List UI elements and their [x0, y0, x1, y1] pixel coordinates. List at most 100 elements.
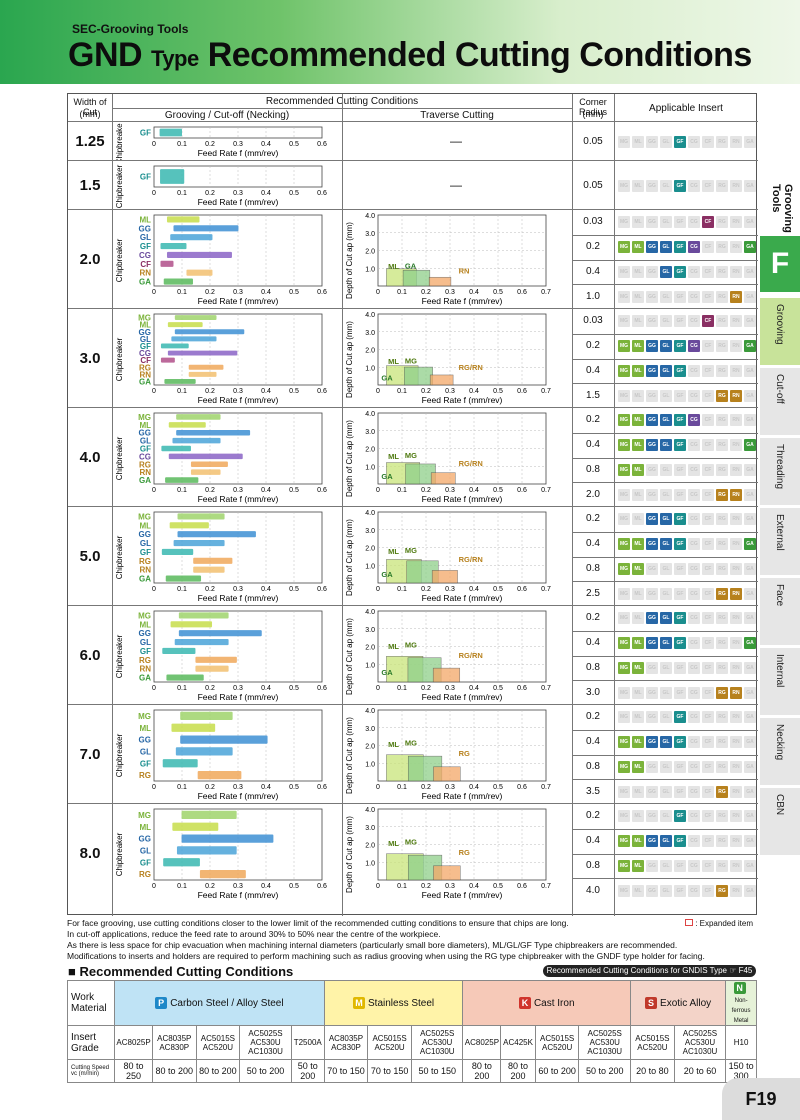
- insert-chip-gf[interactable]: GF: [674, 612, 686, 625]
- insert-chip-mg[interactable]: MG: [618, 835, 630, 848]
- tab-grooving[interactable]: Grooving: [760, 298, 800, 366]
- insert-chip-gf[interactable]: GF: [674, 364, 686, 377]
- insert-chip-gg[interactable]: GG: [646, 340, 658, 353]
- tab-necking[interactable]: Necking: [760, 718, 800, 786]
- insert-chip-ga[interactable]: GA: [744, 637, 756, 650]
- insert-chip-gg[interactable]: GG: [646, 364, 658, 377]
- insert-chip-gl[interactable]: GL: [660, 835, 672, 848]
- insert-chip-gf[interactable]: GF: [674, 810, 686, 823]
- insert-chip-ml[interactable]: ML: [632, 463, 644, 476]
- insert-chip-ml[interactable]: ML: [632, 835, 644, 848]
- insert-chip-gf[interactable]: GF: [674, 179, 686, 192]
- insert-chip-ml[interactable]: ML: [632, 562, 644, 575]
- insert-chip-gl[interactable]: GL: [660, 637, 672, 650]
- insert-chip-gf[interactable]: GF: [674, 711, 686, 724]
- insert-chip-gl[interactable]: GL: [660, 241, 672, 254]
- insert-chip-ml[interactable]: ML: [632, 340, 644, 353]
- insert-chip-rn[interactable]: RN: [730, 587, 742, 600]
- insert-chip-ml[interactable]: ML: [632, 538, 644, 551]
- insert-chip-mg[interactable]: MG: [618, 241, 630, 254]
- insert-chip-mg[interactable]: MG: [618, 760, 630, 773]
- insert-chip-gl[interactable]: GL: [660, 513, 672, 526]
- insert-chip-rg[interactable]: RG: [716, 884, 728, 897]
- insert-chip-gl[interactable]: GL: [660, 736, 672, 749]
- insert-chip-ml[interactable]: ML: [632, 859, 644, 872]
- insert-chip-ga[interactable]: GA: [744, 340, 756, 353]
- insert-chip-rg[interactable]: RG: [716, 785, 728, 798]
- insert-chip-gg[interactable]: GG: [646, 414, 658, 427]
- insert-chip-gl[interactable]: GL: [660, 340, 672, 353]
- tab-cut-off[interactable]: Cut-off: [760, 368, 800, 436]
- insert-chip-mg[interactable]: MG: [618, 562, 630, 575]
- insert-chip-gf[interactable]: GF: [674, 265, 686, 278]
- insert-chip-gg[interactable]: GG: [646, 513, 658, 526]
- insert-chip-rn[interactable]: RN: [730, 686, 742, 699]
- insert-chip-rg[interactable]: RG: [716, 587, 728, 600]
- insert-chip-ml[interactable]: ML: [632, 760, 644, 773]
- insert-chip-mg[interactable]: MG: [618, 637, 630, 650]
- insert-chip-gl[interactable]: GL: [660, 538, 672, 551]
- insert-chip-gg[interactable]: GG: [646, 538, 658, 551]
- insert-chip-mg[interactable]: MG: [618, 364, 630, 377]
- insert-chip-ml[interactable]: ML: [632, 637, 644, 650]
- insert-chip-mg[interactable]: MG: [618, 736, 630, 749]
- insert-chip-rn[interactable]: RN: [730, 488, 742, 501]
- insert-chip-gf[interactable]: GF: [674, 439, 686, 452]
- insert-chip-ml[interactable]: ML: [632, 661, 644, 674]
- insert-chip-mg[interactable]: MG: [618, 538, 630, 551]
- insert-chip-cf[interactable]: CF: [702, 216, 714, 229]
- insert-chip-cg[interactable]: CG: [688, 241, 700, 254]
- insert-chip-ml[interactable]: ML: [632, 241, 644, 254]
- tab-internal[interactable]: Internal: [760, 648, 800, 716]
- width-of-cut-value: 8.0: [79, 844, 101, 862]
- insert-chip-rg[interactable]: RG: [716, 389, 728, 402]
- tab-threading[interactable]: Threading: [760, 438, 800, 506]
- tab-external[interactable]: External: [760, 508, 800, 576]
- insert-chip-gg[interactable]: GG: [646, 835, 658, 848]
- insert-chip-rg[interactable]: RG: [716, 686, 728, 699]
- insert-chip-gf[interactable]: GF: [674, 736, 686, 749]
- insert-chip-gf[interactable]: GF: [674, 637, 686, 650]
- insert-chip-ml[interactable]: ML: [632, 414, 644, 427]
- insert-chip-rn[interactable]: RN: [730, 389, 742, 402]
- insert-chip-gf[interactable]: GF: [674, 538, 686, 551]
- insert-chip-gl[interactable]: GL: [660, 364, 672, 377]
- insert-chip-gf[interactable]: GF: [674, 135, 686, 148]
- tab-letter-f[interactable]: F: [760, 236, 800, 292]
- insert-chip-rn[interactable]: RN: [730, 290, 742, 303]
- gndis-link[interactable]: Recommended Cutting Conditions for GNDIS…: [543, 965, 756, 977]
- insert-chip-cg[interactable]: CG: [688, 414, 700, 427]
- insert-chip-mg[interactable]: MG: [618, 340, 630, 353]
- insert-chip-gf[interactable]: GF: [674, 414, 686, 427]
- insert-chip-gf[interactable]: GF: [674, 241, 686, 254]
- insert-chip-mg[interactable]: MG: [618, 661, 630, 674]
- insert-chip-cg[interactable]: CG: [688, 340, 700, 353]
- insert-chip-mg[interactable]: MG: [618, 463, 630, 476]
- insert-chip-gl[interactable]: GL: [660, 439, 672, 452]
- insert-chip-gg[interactable]: GG: [646, 439, 658, 452]
- insert-chip-ga[interactable]: GA: [744, 241, 756, 254]
- insert-chip-ml[interactable]: ML: [632, 736, 644, 749]
- insert-chip-mg[interactable]: MG: [618, 414, 630, 427]
- insert-chip-ml[interactable]: ML: [632, 364, 644, 377]
- insert-chip-mg[interactable]: MG: [618, 859, 630, 872]
- insert-chip-gl[interactable]: GL: [660, 414, 672, 427]
- insert-chip-gf[interactable]: GF: [674, 340, 686, 353]
- insert-chip-cf[interactable]: CF: [702, 315, 714, 328]
- insert-chip-rg[interactable]: RG: [716, 488, 728, 501]
- insert-chip-gg[interactable]: GG: [646, 637, 658, 650]
- insert-chip-gl[interactable]: GL: [660, 265, 672, 278]
- insert-chip-ga[interactable]: GA: [744, 439, 756, 452]
- tab-face[interactable]: Face: [760, 578, 800, 646]
- insert-chip-gf[interactable]: GF: [674, 513, 686, 526]
- insert-chip-gl[interactable]: GL: [660, 612, 672, 625]
- insert-chip-gf[interactable]: GF: [674, 835, 686, 848]
- insert-chip-gg[interactable]: GG: [646, 612, 658, 625]
- tab-cbn[interactable]: CBN: [760, 788, 800, 856]
- insert-chip-mg[interactable]: MG: [618, 439, 630, 452]
- insert-chip-gg[interactable]: GG: [646, 241, 658, 254]
- insert-row: MG ML GG GL GF CG CF RG RN GA: [618, 562, 758, 575]
- insert-chip-gg[interactable]: GG: [646, 736, 658, 749]
- insert-chip-ga[interactable]: GA: [744, 538, 756, 551]
- insert-chip-ml[interactable]: ML: [632, 439, 644, 452]
